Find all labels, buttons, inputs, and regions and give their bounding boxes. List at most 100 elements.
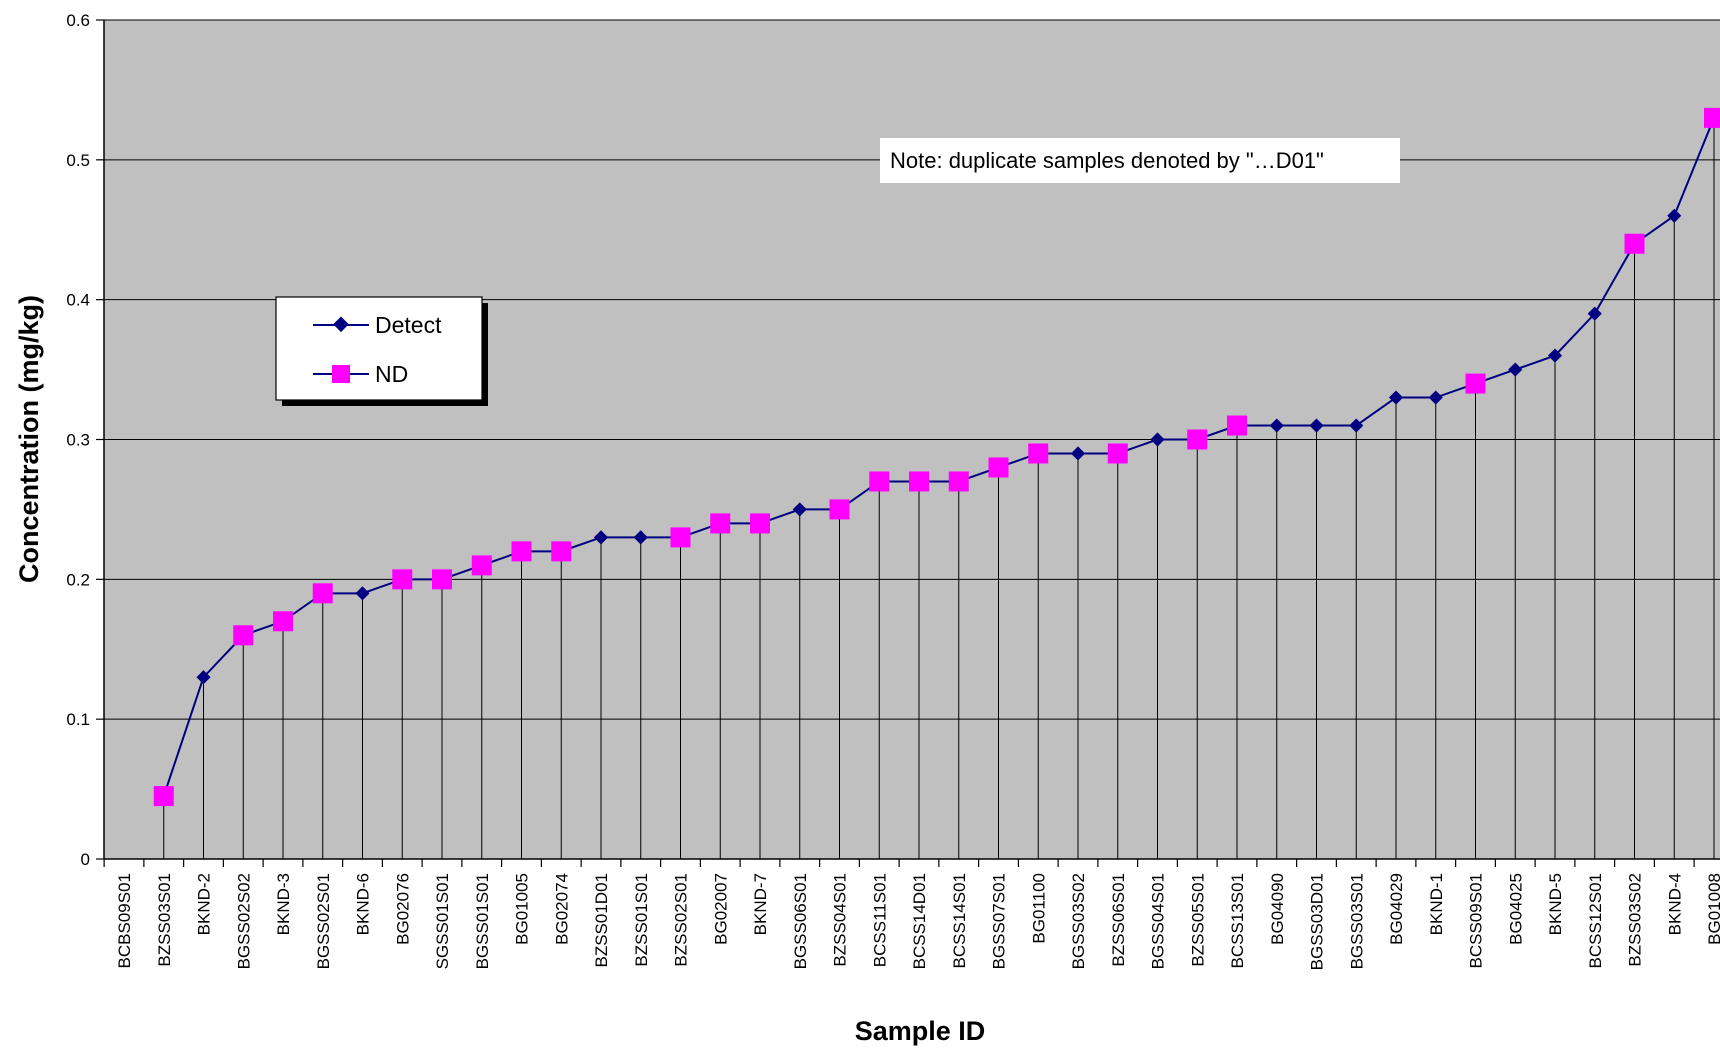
marker-detect <box>1547 348 1563 363</box>
marker-detect <box>1428 390 1443 405</box>
x-tick-label: BCBS09S01 <box>115 873 134 968</box>
x-tick-label: BGSS03S02 <box>1069 873 1088 969</box>
y-tick-label: 0.2 <box>66 570 90 589</box>
marker-nd <box>988 457 1009 478</box>
y-axis-title: Concentration (mg/kg) <box>14 295 44 583</box>
data-markers <box>153 107 1720 807</box>
marker-detect <box>1070 446 1086 461</box>
y-tick-label: 0.3 <box>66 431 90 450</box>
x-tick-label: BG01100 <box>1029 873 1048 944</box>
x-tick-label: BKND-3 <box>274 873 293 935</box>
x-tick-label: BG01008 <box>1705 873 1720 945</box>
x-tick-label: BG04090 <box>1268 873 1287 945</box>
legend-item-detect: Detect <box>313 312 442 338</box>
marker-nd <box>869 471 890 492</box>
note-box: Note: duplicate samples denoted by "…D01… <box>880 138 1400 183</box>
legend-label-detect: Detect <box>375 312 442 338</box>
x-tick-label: BGSS06S01 <box>791 873 810 969</box>
marker-nd <box>1704 107 1720 128</box>
marker-detect <box>792 502 807 517</box>
x-tick-labels: BCBS09S01 BZSS03S01 BKND-2 BGSS02S02 BKND-3 B… <box>115 873 1720 970</box>
x-tick-label: BCSS14D01 <box>910 873 929 969</box>
marker-detect <box>633 530 648 545</box>
marker-nd <box>1465 373 1486 394</box>
x-tick-label: BG02007 <box>711 873 730 945</box>
x-tick-label: BZSS01D01 <box>592 873 611 968</box>
marker-detect <box>1309 418 1324 433</box>
legend-marker-detect <box>333 316 349 333</box>
marker-detect <box>1587 306 1602 321</box>
x-tick-label: BG04025 <box>1506 873 1525 945</box>
x-tick-label: BCSS14S01 <box>950 873 969 968</box>
marker-nd <box>511 541 532 562</box>
series-line <box>162 117 1715 797</box>
y-tick-label: 0 <box>81 850 90 869</box>
x-tick-label: BKND-7 <box>751 873 770 935</box>
marker-nd <box>1624 233 1645 254</box>
marker-nd <box>471 555 492 576</box>
x-tick-label: BCSS12S01 <box>1586 873 1605 968</box>
x-tick-label: BG01005 <box>513 873 532 945</box>
marker-nd <box>710 513 731 534</box>
y-tick-labels: 0 0.1 0.2 0.3 0.4 0.5 0.6 <box>66 11 90 869</box>
marker-nd <box>909 471 929 492</box>
marker-nd <box>750 513 770 534</box>
y-tick-label: 0.4 <box>66 291 90 310</box>
x-tick-label: BKND-4 <box>1665 873 1684 935</box>
marker-detect <box>1508 362 1523 377</box>
drop-lines <box>163 117 1715 859</box>
x-tick-label: BZSS03S01 <box>155 873 174 967</box>
marker-detect <box>1388 390 1404 405</box>
x-tick-label: BGSS01S01 <box>473 873 492 969</box>
marker-nd <box>1227 415 1247 436</box>
marker-nd <box>1028 443 1049 464</box>
marker-detect <box>1269 418 1284 433</box>
marker-nd <box>670 527 691 548</box>
axes <box>96 19 1720 867</box>
marker-detect <box>1349 418 1364 433</box>
x-axis-title: Sample ID <box>855 1016 986 1046</box>
x-tick-label: BG04029 <box>1387 873 1406 945</box>
marker-nd <box>1107 443 1128 464</box>
x-tick-label: SGSS01S01 <box>433 873 452 969</box>
y-tick-label: 0.5 <box>66 151 90 170</box>
x-tick-label: BG02076 <box>393 873 412 945</box>
marker-nd <box>948 471 969 492</box>
x-tick-label: BZSS01S01 <box>632 873 651 967</box>
marker-detect <box>1150 432 1165 447</box>
legend-label-nd: ND <box>375 361 408 387</box>
legend: Detect ND <box>275 296 488 406</box>
marker-nd <box>273 611 293 632</box>
x-tick-label: BGSS02S02 <box>234 873 253 969</box>
x-tick-label: BKND-6 <box>354 873 373 935</box>
x-tick-label: BCSS11S01 <box>870 873 889 967</box>
marker-nd <box>392 569 413 590</box>
x-tick-label: BKND-5 <box>1546 873 1565 935</box>
x-tick-label: BCSS09S01 <box>1467 873 1486 968</box>
x-tick-label: BG02074 <box>552 873 571 945</box>
x-tick-label: BCSS13S01 <box>1228 873 1247 968</box>
marker-nd <box>153 786 174 807</box>
marker-detect <box>593 530 609 545</box>
y-tick-label: 0.6 <box>66 11 90 30</box>
x-tick-label: BZSS03S02 <box>1626 873 1645 967</box>
x-tick-label: BZSS05S01 <box>1188 873 1207 967</box>
x-tick-label: BZSS02S01 <box>672 873 691 967</box>
marker-detect <box>355 586 370 601</box>
x-tick-label: BGSS03D01 <box>1308 873 1327 970</box>
marker-nd <box>233 625 254 646</box>
x-tick-label: BGSS02S01 <box>314 873 333 969</box>
x-tick-label: BZSS06S01 <box>1109 873 1128 967</box>
x-tick-label: BKND-1 <box>1427 873 1446 935</box>
marker-detect <box>196 670 211 685</box>
x-tick-label: BGSS04S01 <box>1149 873 1168 969</box>
note-text: Note: duplicate samples denoted by "…D01… <box>890 148 1324 173</box>
marker-nd <box>551 541 572 562</box>
legend-marker-nd <box>332 365 350 383</box>
marker-detect <box>1667 208 1682 223</box>
marker-nd <box>829 499 850 520</box>
y-tick-label: 0.1 <box>66 710 90 729</box>
x-tick-label: BZSS04S01 <box>831 873 850 967</box>
marker-nd <box>432 569 452 590</box>
